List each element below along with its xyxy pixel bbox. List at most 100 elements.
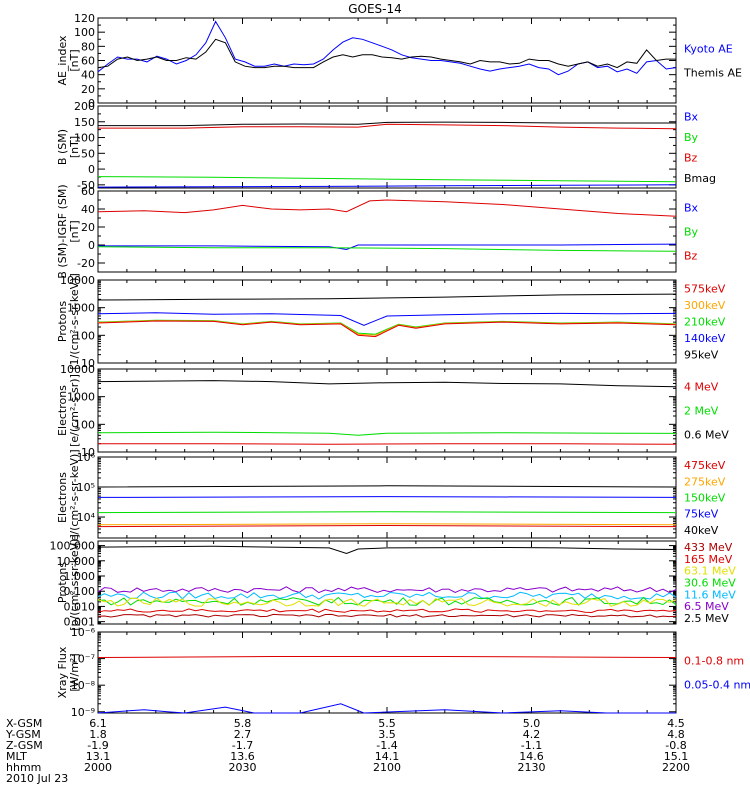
y-axis-label: [nT]	[68, 136, 81, 158]
y-tick-label: -50	[77, 179, 95, 192]
series-433-MeV	[97, 613, 677, 618]
x-row-value: 4.2	[523, 728, 541, 741]
y-tick-label: 10⁻⁷	[71, 653, 95, 666]
x-row-value: 15.1	[664, 750, 689, 763]
x-row-value: 2200	[662, 761, 690, 774]
y-tick-label: 1000	[67, 391, 95, 404]
x-row-value: 2030	[229, 761, 257, 774]
y-tick-label: 10⁶	[77, 451, 96, 464]
series-Bx	[97, 184, 677, 188]
legend-label: Bz	[684, 250, 698, 263]
y-axis-label: Electrons	[56, 472, 69, 523]
legend-label: By	[684, 226, 699, 239]
y-tick-label: 100	[74, 329, 95, 342]
legend-label: 575keV	[684, 282, 726, 295]
y-tick-label: 10⁻⁶	[71, 626, 96, 639]
y-tick-label: 40	[81, 69, 95, 82]
panel-frame	[97, 17, 677, 104]
x-row-label: Y-GSM	[5, 728, 41, 741]
y-tick-label: 100	[74, 26, 95, 39]
x-row-value: 13.6	[230, 750, 255, 763]
series-4-MeV	[98, 443, 677, 445]
panel-electrons2: 10⁴ 10⁵ 10⁶ Electrons [e/(cm²-s-sr-keV)] 475k…	[56, 449, 726, 545]
x-row-value: 5.8	[234, 717, 252, 730]
y-tick-label: 10000	[60, 274, 95, 287]
legend-label: 210keV	[684, 316, 726, 329]
y-tick-label: 1.000	[64, 570, 96, 583]
y-tick-label: 10	[81, 357, 95, 370]
panel-protons2: 0.001 0.010 0.100 1.000 10.000 100.000 Protons…	[50, 534, 737, 631]
y-tick-label: 20	[81, 221, 95, 234]
series-95keV	[97, 293, 677, 301]
series-40keV	[97, 485, 677, 488]
x-row-value: -1.7	[232, 739, 253, 752]
x-row-label: hhmm	[6, 761, 41, 774]
y-tick-label: 120	[74, 12, 95, 25]
x-row-value: 5.0	[523, 717, 541, 730]
y-tick-label: 0	[88, 163, 95, 176]
y-tick-label: 10⁴	[77, 511, 96, 524]
legend-label: 75keV	[684, 508, 719, 521]
series-By	[97, 176, 677, 183]
date-label: 2010 Jul 23	[6, 772, 68, 785]
series-Themis-AE	[97, 38, 676, 69]
series-By	[97, 246, 677, 252]
x-row-value: -0.8	[665, 739, 686, 752]
legend-label: Bx	[684, 202, 699, 215]
legend-label: Themis AE	[683, 67, 742, 80]
y-tick-label: -20	[77, 257, 95, 270]
y-axis-label: [p/(cm²-s-sr-keV)]	[68, 534, 81, 631]
legend-label: 433 MeV	[684, 541, 733, 554]
legend-label: 4 MeV	[684, 381, 719, 394]
panel-electrons1: 10 100 1000 10000 Electrons [e/(cm²-s-sr)] 4 M…	[56, 363, 729, 459]
x-row-value: 3.5	[378, 728, 396, 741]
series-275keV	[97, 523, 677, 526]
panel-b: -50 0 50 100 150 200 B (SM) [nT] Bx By Bz Bmag	[56, 100, 716, 192]
series-575keV	[97, 320, 677, 338]
y-tick-label: 0.010	[64, 600, 96, 613]
x-row-value: 13.1	[86, 750, 111, 763]
x-row-value: 2000	[84, 761, 112, 774]
series-11-6-MeV	[97, 591, 677, 600]
y-tick-label: 60	[81, 185, 95, 198]
y-axis-label: Protons	[56, 562, 69, 603]
y-tick-label: 60	[81, 55, 95, 68]
x-axis-table: X-GSM 6.1 5.8 5.5 5.0 4.5 Y-GSM 1.8 2.7 3.5 4.2 4.8…	[5, 717, 690, 785]
panel-frame	[97, 190, 677, 273]
panel-frame	[97, 631, 677, 714]
x-row-label: Z-GSM	[6, 739, 43, 752]
series-Kyoto-AE	[97, 20, 677, 76]
y-tick-label: 200	[74, 100, 95, 113]
y-tick-label: 100.000	[50, 540, 96, 553]
series-0-6-MeV	[97, 380, 677, 388]
y-tick-label: 10⁵	[77, 481, 95, 494]
y-tick-label: 10	[81, 446, 95, 459]
panel-bigrf: -20 0 20 40 60 B (SM)-IGRF (SM) [nT] Bx By Bz	[56, 184, 699, 278]
x-row-value: 2.7	[234, 728, 252, 741]
series-Bz	[98, 123, 677, 130]
legend-label: 63.1 MeV	[684, 565, 736, 578]
x-row-value: 4.5	[667, 717, 685, 730]
series-0-05-0-4-nm	[97, 703, 676, 714]
y-axis-label: Protons	[56, 301, 69, 342]
legend-label: 2.5 MeV	[684, 612, 729, 625]
legend-label: By	[684, 131, 699, 144]
panel-frame	[97, 105, 677, 189]
y-axis-label: [W/m²]	[68, 653, 81, 691]
plot-title: GOES-14	[348, 2, 402, 16]
y-axis-label: [nT]	[68, 49, 81, 71]
x-row-value: 1.8	[89, 728, 107, 741]
y-tick-label: 10.000	[57, 555, 96, 568]
y-tick-label: 50	[81, 147, 95, 160]
y-axis-label: [nT]	[68, 220, 81, 242]
legend-label: 150keV	[684, 492, 726, 505]
y-tick-label: 150	[74, 116, 95, 129]
x-row-value: 6.1	[89, 717, 107, 730]
series-165-MeV	[97, 608, 677, 614]
x-row-label: MLT	[6, 750, 27, 763]
x-row-value: 4.8	[667, 728, 685, 741]
y-tick-label: 0.001	[64, 616, 96, 629]
legend-label: 11.6 MeV	[684, 588, 736, 601]
